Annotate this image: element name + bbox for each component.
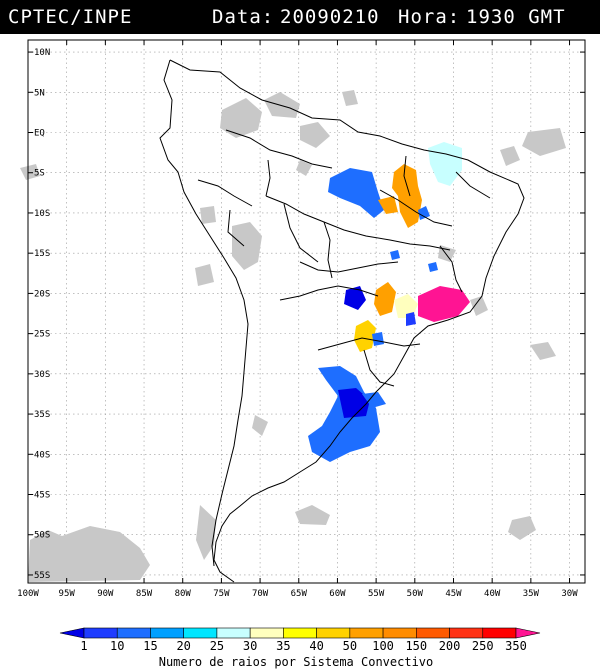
lat-tick-label: 50S xyxy=(34,531,50,541)
legend-label: 250 xyxy=(472,639,494,653)
legend: 1 10 15 20 25 30 35 40 50 100 150 200 250 350 xyxy=(59,627,541,653)
ocean xyxy=(28,40,585,583)
map-axes: 10N 5N EQ 5S 10S 15S 20S 25S 30S 35S 40S 45S 50S 55S 1… xyxy=(17,40,585,599)
lon-tick-label: 80W xyxy=(175,589,192,599)
source-label: CPTEC/INPE xyxy=(8,6,133,28)
legend-label: 25 xyxy=(210,639,224,653)
legend-swatch xyxy=(416,627,450,639)
lat-tick-label: 20S xyxy=(34,289,50,299)
legend-label: 50 xyxy=(343,639,357,653)
legend-swatch xyxy=(515,627,541,639)
legend-swatch xyxy=(116,627,151,639)
lat-tick-label: 45S xyxy=(34,491,50,501)
lon-tick-label: 40W xyxy=(484,589,501,599)
lat-tick-label: 10S xyxy=(34,209,50,219)
time-value: 1930 GMT xyxy=(466,6,566,28)
lon-tick-label: 30W xyxy=(561,589,578,599)
legend-swatch xyxy=(249,627,284,639)
legend-label: 150 xyxy=(405,639,427,653)
legend-swatch xyxy=(83,627,118,639)
cloud-cover xyxy=(20,90,566,582)
date-label: Data: xyxy=(212,6,275,28)
legend-label: 30 xyxy=(243,639,257,653)
lon-tick-label: 65W xyxy=(291,589,308,599)
legend-label: 20 xyxy=(176,639,190,653)
legend-swatch xyxy=(183,627,218,639)
lat-tick-label: 30S xyxy=(34,370,50,380)
lat-tick-label: 5S xyxy=(34,169,45,179)
lat-tick-label: 40S xyxy=(34,450,50,460)
lon-tick-label: 45W xyxy=(445,589,462,599)
map-header: CPTEC/INPE Data: 20090210 Hora: 1930 GMT xyxy=(0,0,600,34)
lat-tick-label: 55S xyxy=(34,571,50,581)
lon-tick-label: 35W xyxy=(523,589,540,599)
legend-label: 35 xyxy=(276,639,290,653)
lat-tick-label: 15S xyxy=(34,249,50,259)
lightning-map: 10N 5N EQ 5S 10S 15S 20S 25S 30S 35S 40S 45S 50S 55S 1… xyxy=(17,39,586,669)
legend-swatch xyxy=(349,627,384,639)
legend-swatch xyxy=(382,627,417,639)
lon-tick-label: 85W xyxy=(136,589,153,599)
lon-tick-label: 75W xyxy=(213,589,230,599)
lon-tick-label: 60W xyxy=(329,589,346,599)
time-label: Hora: xyxy=(398,6,461,28)
legend-swatch xyxy=(150,627,184,639)
convective-systems xyxy=(308,142,470,462)
legend-swatch xyxy=(449,627,484,639)
lat-tick-label: 10N xyxy=(34,48,50,58)
lon-tick-label: 90W xyxy=(97,589,114,599)
lon-tick-label: 100W xyxy=(17,589,39,599)
legend-swatch xyxy=(316,627,351,639)
legend-title: Numero de raios por Sistema Convectivo xyxy=(159,655,434,669)
legend-swatch xyxy=(59,627,85,639)
legend-label: 40 xyxy=(309,639,323,653)
legend-label: 100 xyxy=(372,639,394,653)
lon-tick-label: 70W xyxy=(252,589,269,599)
lon-tick-label: 50W xyxy=(407,589,424,599)
lon-tick-label: 95W xyxy=(59,589,76,599)
legend-label: 1 xyxy=(80,639,87,653)
lon-tick-label: 55W xyxy=(368,589,385,599)
legend-label: 15 xyxy=(143,639,157,653)
legend-label: 200 xyxy=(439,639,461,653)
legend-label: 10 xyxy=(110,639,124,653)
legend-swatch xyxy=(482,627,517,639)
map-frame xyxy=(27,39,586,584)
legend-swatch xyxy=(283,627,317,639)
lat-tick-label: 5N xyxy=(34,88,45,98)
legend-label: 350 xyxy=(505,639,527,653)
coastlines xyxy=(159,59,525,583)
lat-tick-label: EQ xyxy=(34,129,45,139)
date-value: 20090210 xyxy=(280,6,380,28)
lat-tick-label: 35S xyxy=(34,410,50,420)
legend-swatch xyxy=(216,627,251,639)
lat-tick-label: 25S xyxy=(34,330,50,340)
